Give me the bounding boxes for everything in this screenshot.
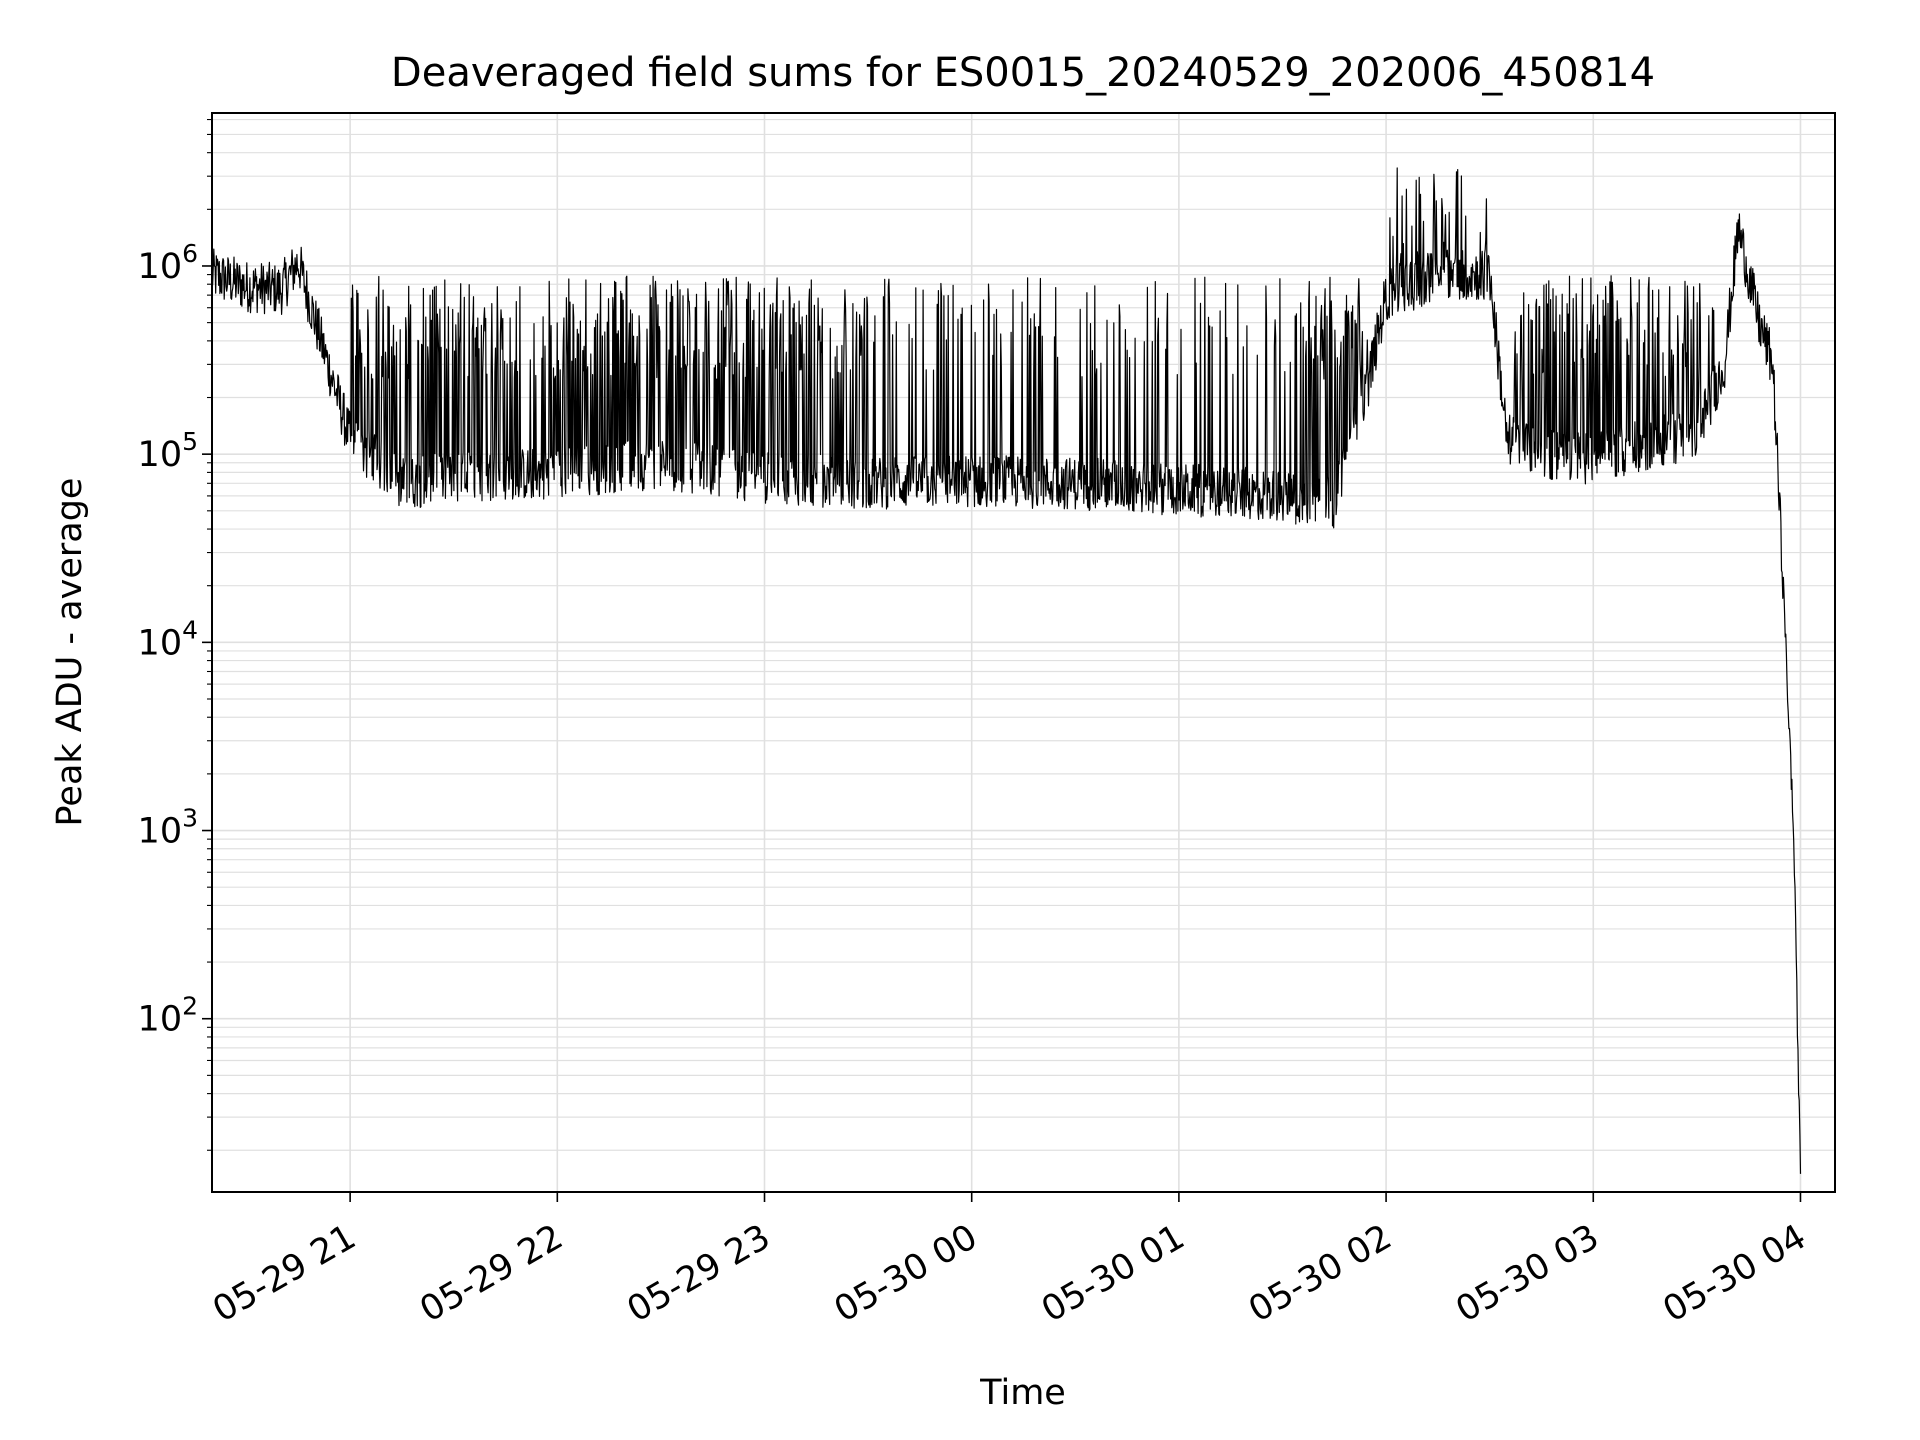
x-tick-label: 05-29 21 — [206, 1217, 362, 1330]
y-tick-label: 106 — [138, 239, 198, 287]
y-tick-label: 104 — [138, 615, 198, 663]
x-tick-label: 05-29 22 — [414, 1217, 570, 1330]
chart-title: Deaveraged field sums for ES0015_2024052… — [391, 50, 1655, 96]
grid — [212, 113, 1835, 1192]
plot-frame — [211, 112, 1836, 1193]
x-tick-label: 05-30 00 — [828, 1217, 984, 1330]
y-tick-label: 105 — [138, 427, 198, 475]
x-tick-label: 05-30 01 — [1035, 1217, 1191, 1330]
x-tick-label: 05-30 03 — [1449, 1217, 1605, 1330]
y-axis-label: Peak ADU - average — [50, 478, 90, 827]
x-axis-label: Time — [979, 1373, 1066, 1413]
y-tick-label: 102 — [138, 992, 198, 1040]
series-line — [211, 167, 1802, 1174]
x-tick-label: 05-30 02 — [1242, 1217, 1398, 1330]
x-tick-label: 05-29 23 — [621, 1217, 777, 1330]
x-tick-label: 05-30 04 — [1657, 1217, 1813, 1330]
y-tick-label: 103 — [138, 804, 198, 852]
